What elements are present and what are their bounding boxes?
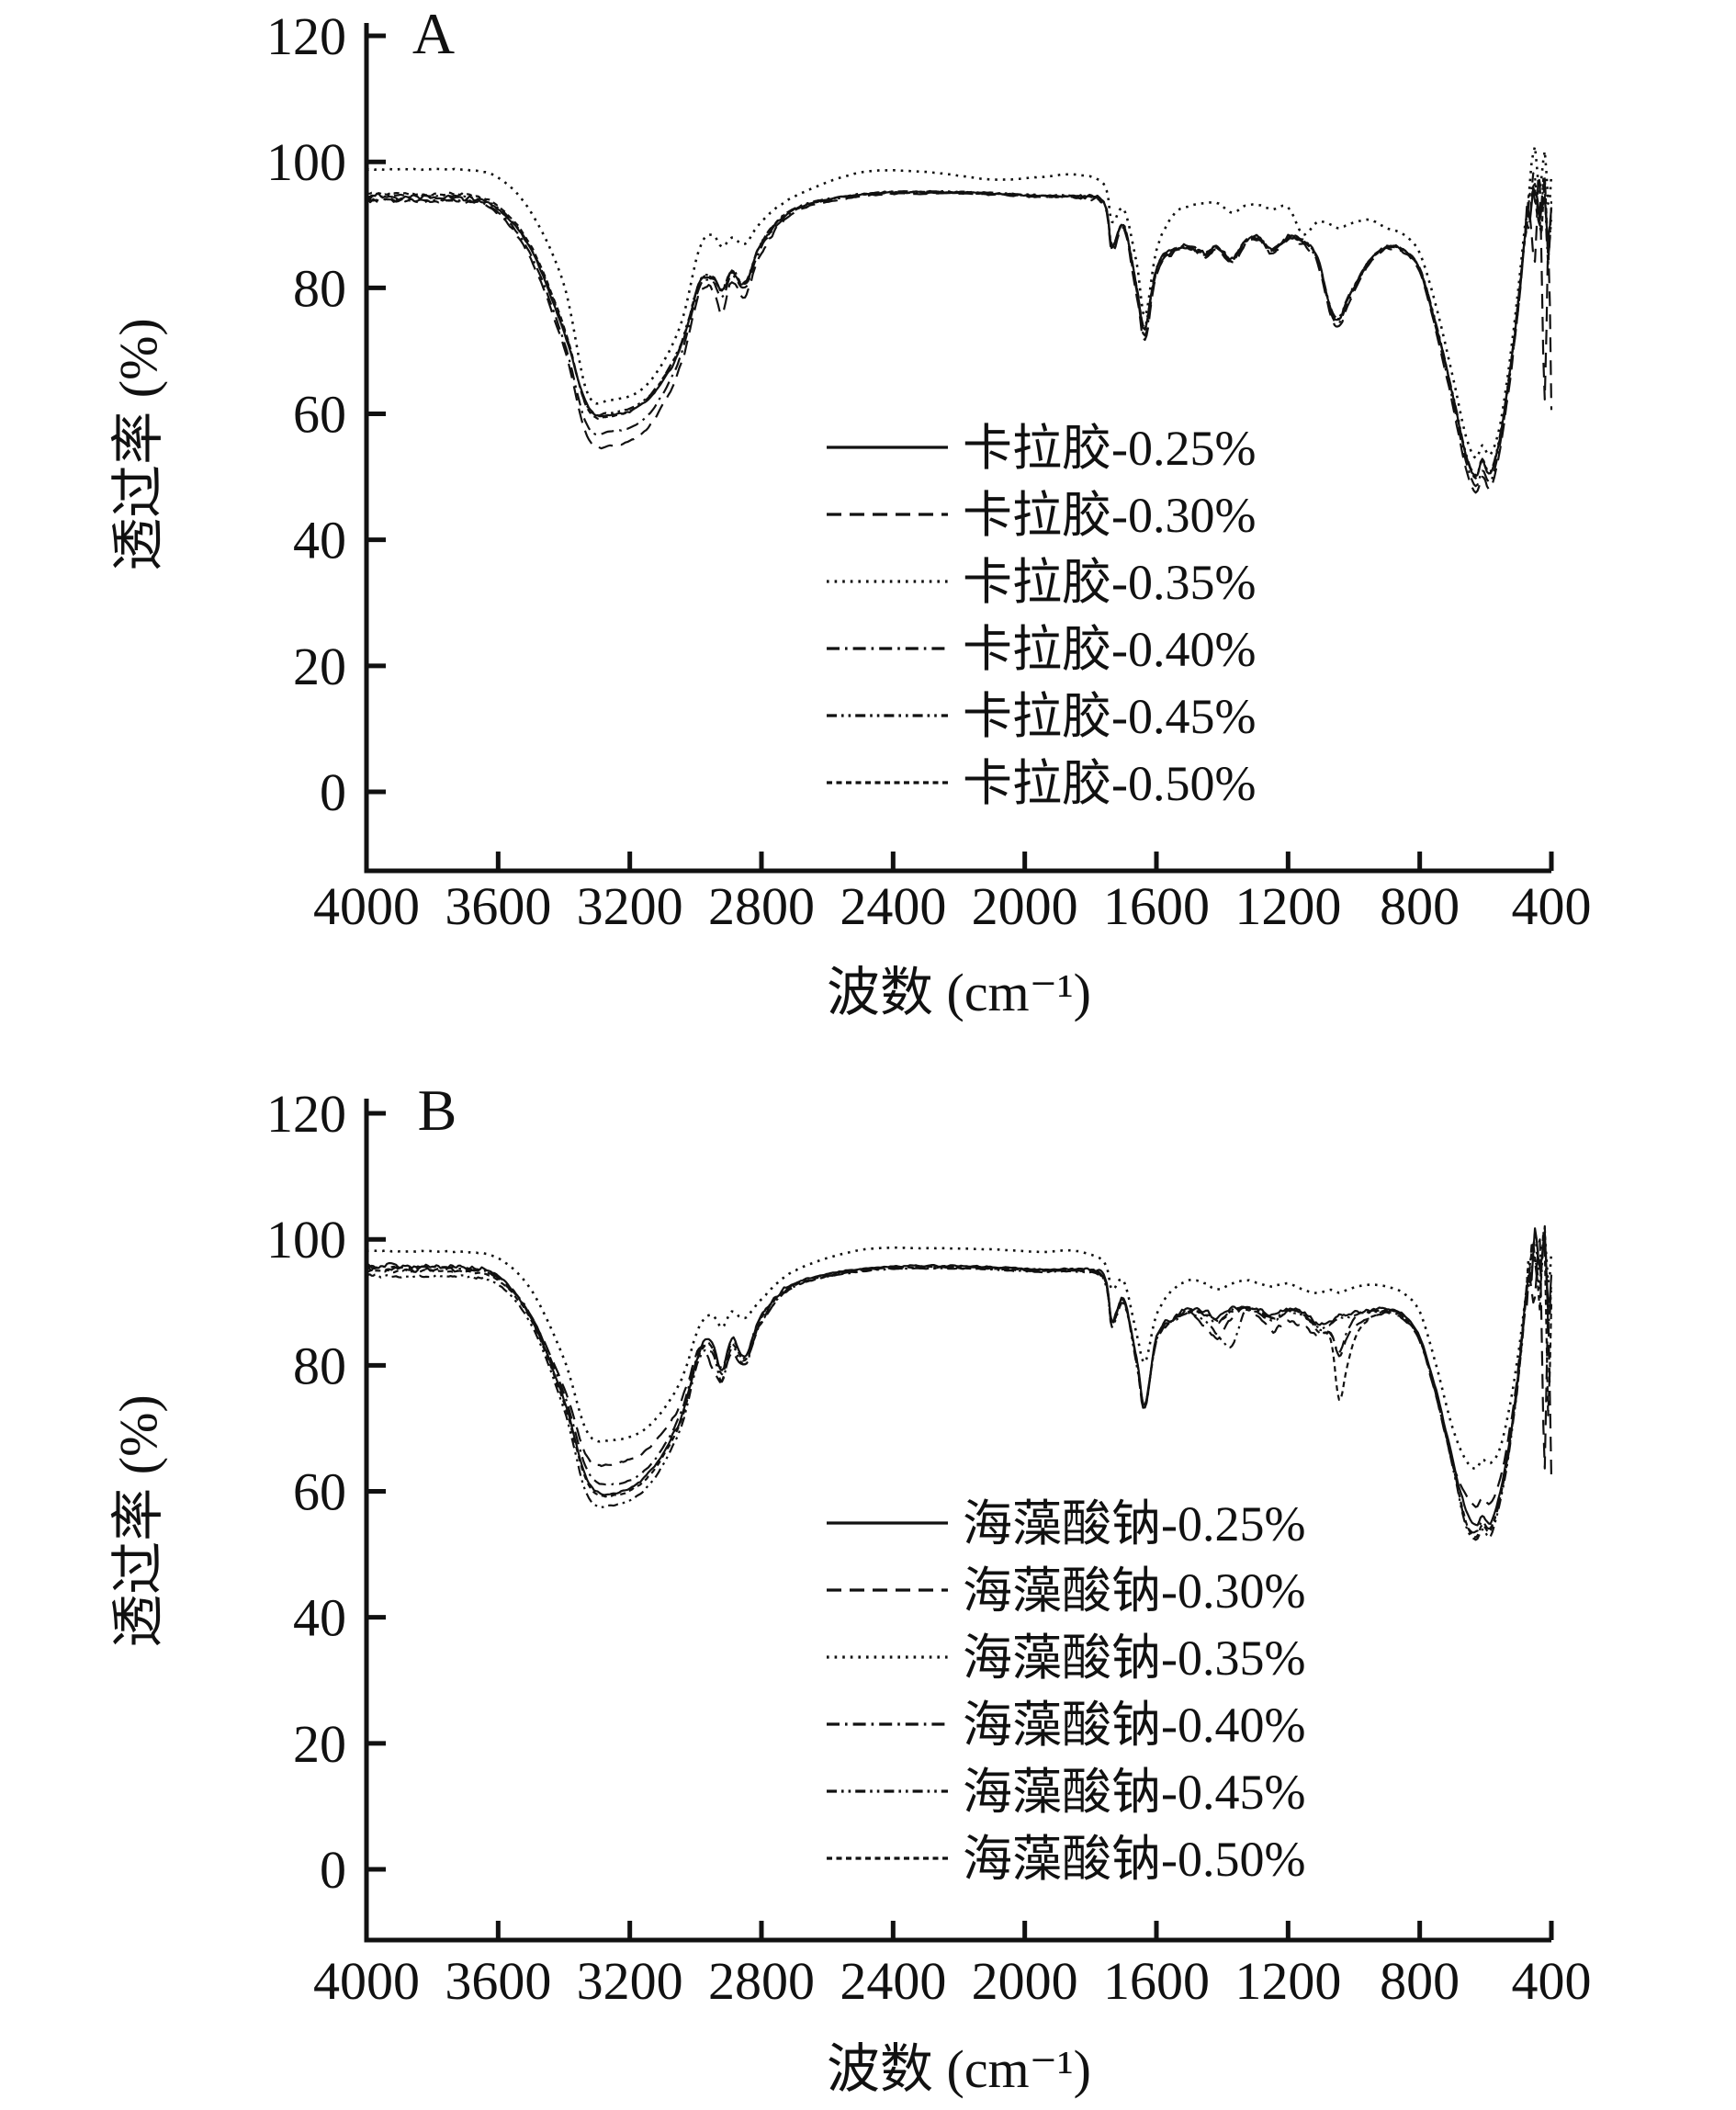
legend-label: 卡拉胶-0.25% [963, 421, 1256, 476]
legend-item: 卡拉胶-0.25% [827, 421, 1256, 476]
legend-item: 卡拉胶-0.45% [827, 689, 1256, 744]
x-tick-label: 2400 [840, 876, 946, 936]
y-tick-label: 60 [293, 1462, 346, 1522]
x-tick-label: 2000 [972, 876, 1078, 936]
legend-label: 卡拉胶-0.30% [963, 488, 1256, 543]
series-curve-卡拉胶-0.30% [366, 174, 1553, 494]
y-tick-label: 0 [320, 762, 346, 822]
y-tick-label: 20 [293, 1714, 346, 1774]
y-tick-label: 120 [266, 6, 346, 66]
axes-spines [364, 1099, 1551, 1943]
series-curve-卡拉胶-0.25% [366, 186, 1553, 478]
legend-label: 卡拉胶-0.50% [963, 756, 1256, 811]
axes-spines [364, 23, 1551, 874]
legend-label: 海藻酸钠-0.30% [963, 1563, 1305, 1619]
series-curve-卡拉胶-0.40% [366, 177, 1553, 488]
x-tick-label: 2800 [708, 1951, 815, 2011]
x-tick-label: 1600 [1103, 876, 1210, 936]
legend-label: 海藻酸钠-0.50% [963, 1832, 1305, 1887]
panel-label: B [418, 1078, 457, 1143]
legend-item: 海藻酸钠-0.50% [827, 1832, 1305, 1887]
x-tick-label: 2400 [840, 1951, 946, 2011]
x-tick-label: 4000 [313, 1951, 420, 2011]
y-tick-label: 20 [293, 637, 346, 696]
x-tick-label: 3600 [445, 876, 551, 936]
x-tick-label: 4000 [313, 876, 420, 936]
y-tick-label: 100 [266, 1210, 346, 1269]
legend-item: 卡拉胶-0.50% [827, 756, 1256, 811]
x-tick-label: 3600 [445, 1951, 551, 2011]
series-curve-卡拉胶-0.50% [366, 175, 1553, 480]
series-curve-卡拉胶-0.35% [366, 145, 1553, 459]
legend-item: 卡拉胶-0.30% [827, 488, 1256, 543]
panel-b: 120 100 80 60 40 20 0 4000 3600 3200 2800 2400 2000 1… [108, 1078, 1592, 2099]
x-axis-title: 波数 (cm⁻¹) [827, 963, 1091, 1022]
y-tick-label: 40 [293, 1588, 346, 1648]
legend-item: 卡拉胶-0.35% [827, 555, 1256, 610]
x-tick-label: 3200 [577, 876, 683, 936]
y-tick-label: 120 [266, 1084, 346, 1144]
legend-label: 卡拉胶-0.35% [963, 555, 1256, 610]
series-curve-海藻酸钠-0.50% [366, 1230, 1553, 1539]
y-tick-label: 100 [266, 132, 346, 192]
series-curve-卡拉胶-0.45% [366, 172, 1553, 477]
series-curve-海藻酸钠-0.30% [366, 1238, 1553, 1508]
legend: 卡拉胶-0.25% 卡拉胶-0.30% 卡拉胶-0.35% 卡拉胶-0.40% 卡拉胶-… [827, 421, 1256, 811]
x-tick-label: 800 [1380, 876, 1460, 936]
legend-label: 海藻酸钠-0.25% [963, 1496, 1305, 1551]
y-tick-label: 60 [293, 385, 346, 445]
series-curve-海藻酸钠-0.25% [366, 1227, 1553, 1527]
legend-item: 海藻酸钠-0.40% [827, 1698, 1305, 1753]
series-curve-海藻酸钠-0.45% [366, 1224, 1553, 1541]
legend-label: 卡拉胶-0.45% [963, 689, 1256, 744]
legend-item: 海藻酸钠-0.25% [827, 1496, 1305, 1551]
legend-label: 海藻酸钠-0.45% [963, 1765, 1305, 1820]
y-tick-label: 0 [320, 1840, 346, 1900]
legend: 海藻酸钠-0.25% 海藻酸钠-0.30% 海藻酸钠-0.35% 海藻酸钠-0.40%… [827, 1496, 1305, 1887]
x-tick-label: 1600 [1103, 1951, 1210, 2011]
legend-label: 卡拉胶-0.40% [963, 622, 1256, 677]
y-axis-title: 透过率 (%) [108, 1394, 168, 1647]
y-tick-label: 40 [293, 511, 346, 570]
x-tick-label: 400 [1512, 876, 1592, 936]
y-axis-title: 透过率 (%) [108, 318, 168, 570]
x-tick-label: 2800 [708, 876, 815, 936]
x-tick-label: 2000 [972, 1951, 1078, 2011]
legend-label: 海藻酸钠-0.40% [963, 1698, 1305, 1753]
x-axis-title: 波数 (cm⁻¹) [827, 2039, 1091, 2099]
x-tick-label: 800 [1380, 1951, 1460, 2011]
x-tick-label: 1200 [1234, 876, 1341, 936]
panel-a: 120 100 80 60 40 20 0 4000 3600 3200 2800 2400 2000 1… [108, 1, 1592, 1022]
legend-item: 海藻酸钠-0.45% [827, 1765, 1305, 1820]
x-tick-label: 1200 [1234, 1951, 1341, 2011]
x-tick-label: 3200 [577, 1951, 683, 2011]
legend-label: 海藻酸钠-0.35% [963, 1630, 1305, 1686]
x-tick-label: 400 [1512, 1951, 1592, 2011]
series-curve-海藻酸钠-0.40% [366, 1244, 1553, 1534]
legend-item: 卡拉胶-0.40% [827, 622, 1256, 677]
y-tick-label: 80 [293, 258, 346, 318]
legend-item: 海藻酸钠-0.35% [827, 1630, 1305, 1686]
legend-item: 海藻酸钠-0.30% [827, 1563, 1305, 1619]
panel-label: A [412, 1, 455, 66]
y-tick-label: 80 [293, 1336, 346, 1395]
